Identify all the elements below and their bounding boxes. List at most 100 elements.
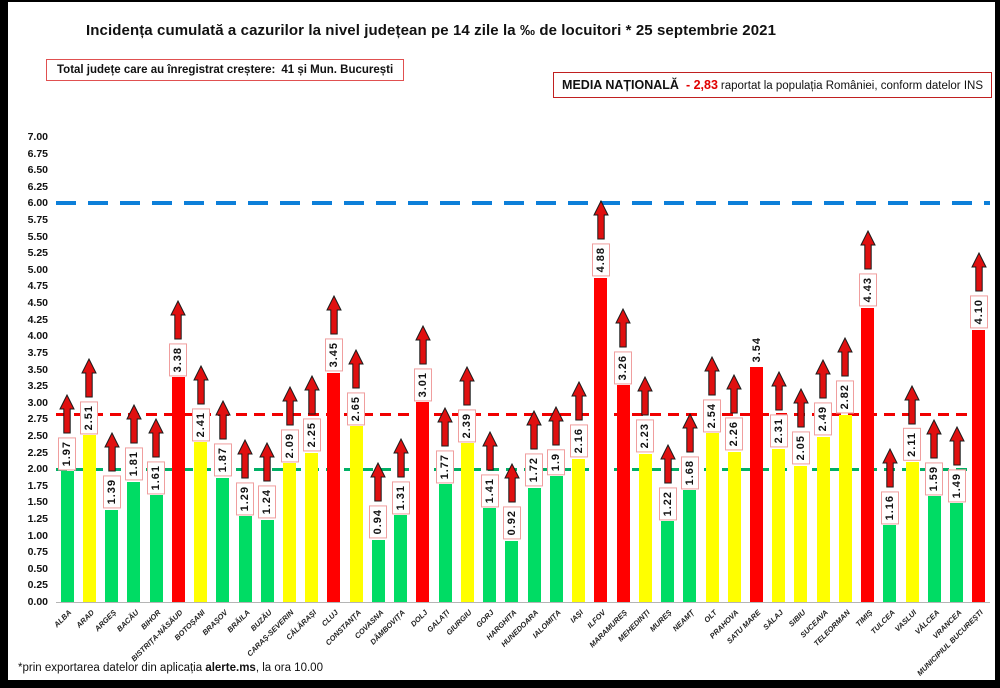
- value-label-timis: 4.43: [858, 273, 877, 307]
- total-counties-box: Total județe care au înregistrat creșter…: [46, 59, 405, 81]
- bar-suceava: [816, 436, 830, 602]
- page-title: Incidența cumulată a cazurilor la nivel …: [86, 22, 777, 39]
- x-axis-label-salaj: SĂLAJ: [761, 608, 786, 632]
- bar-mures: [661, 520, 675, 602]
- trend-up-arrow-icon: [704, 355, 720, 396]
- annotation-dambovita: 1.31: [390, 437, 412, 514]
- bar-dambovita: [394, 514, 408, 602]
- trend-up-arrow-icon: [726, 374, 743, 414]
- x-axis-label-neamt: NEAMȚ: [670, 608, 697, 634]
- y-axis-tick-6.25: 6.25: [27, 180, 48, 193]
- trend-up-arrow-icon: [392, 437, 409, 478]
- trend-up-arrow-icon: [971, 252, 987, 292]
- y-axis-tick-4.50: 4.50: [27, 297, 48, 310]
- value-label-satu-mare: 3.54: [750, 337, 763, 363]
- plot-area: 1.97 2.51 1.39 1.81 1.61 3.38 2.41 1.87 1.29 1.24…: [56, 137, 990, 603]
- annotation-bistrita-nasaud: 3.38: [167, 300, 189, 377]
- value-label-municipiul-bucuresti: 4.10: [969, 295, 988, 329]
- trend-up-arrow-icon: [103, 432, 120, 472]
- bar-timis: [861, 307, 875, 602]
- national-average-line: [56, 412, 990, 416]
- annotation-suceava: 2.49: [812, 359, 834, 436]
- trend-up-arrow-icon: [637, 376, 654, 416]
- value-label-mehedinti: 2.23: [636, 419, 655, 453]
- annotation-constanta: 2.65: [345, 348, 367, 425]
- bar-buzau: [260, 519, 274, 602]
- value-label-bihor: 1.61: [147, 460, 166, 495]
- x-axis-label-arges: ARGEȘ: [92, 608, 118, 634]
- y-axis-tick-0.25: 0.25: [27, 579, 48, 592]
- y-axis-tick-4.00: 4.00: [27, 330, 48, 343]
- footnote-suffix: , la ora 10.00: [255, 662, 323, 674]
- value-label-brasov: 1.87: [213, 443, 232, 477]
- total-counties-label: Total județe care au înregistrat creșter…: [57, 64, 276, 76]
- trend-up-arrow-icon: [148, 417, 164, 458]
- trend-up-arrow-icon: [326, 295, 342, 335]
- annotation-prahova: 2.26: [723, 374, 745, 451]
- bar-arad: [82, 435, 96, 602]
- y-axis-tick-1.75: 1.75: [27, 479, 48, 492]
- trend-up-arrow-icon: [904, 385, 920, 425]
- y-axis-tick-6.00: 6.00: [27, 197, 48, 210]
- annotation-mehedinti: 2.23: [634, 376, 656, 453]
- value-label-olt: 2.54: [703, 398, 722, 433]
- trend-up-arrow-icon: [570, 381, 587, 421]
- incidence-threshold-line: [56, 467, 990, 471]
- annotation-valcea: 1.59: [923, 418, 945, 496]
- bar-harghita: [505, 540, 519, 602]
- incidence-bar-chart: 7.00 6.75 6.50 6.25 6.00 5.75 5.50 5.25 5.00 4.75…: [12, 131, 992, 680]
- trend-up-arrow-icon: [526, 410, 542, 450]
- trend-up-arrow-icon: [926, 418, 943, 459]
- value-label-tulcea: 1.16: [880, 490, 899, 524]
- annotation-arges: 1.39: [101, 432, 123, 509]
- trend-up-arrow-icon: [348, 348, 365, 389]
- y-axis-tick-0.50: 0.50: [27, 562, 48, 575]
- value-label-vrancea: 1.49: [947, 468, 966, 503]
- value-label-teleorman: 2.82: [836, 380, 855, 414]
- annotation-cluj: 3.45: [323, 295, 345, 372]
- bar-bihor: [149, 495, 163, 602]
- bar-salaj: [772, 448, 786, 602]
- annotation-arad: 2.51: [78, 357, 100, 435]
- value-label-bistrita-nasaud: 3.38: [169, 343, 188, 377]
- y-axis-tick-5.00: 5.00: [27, 263, 48, 276]
- bar-cluj: [327, 372, 341, 602]
- y-axis-tick-6.50: 6.50: [27, 164, 48, 177]
- value-label-neamt: 1.68: [680, 455, 699, 490]
- y-axis-tick-0.75: 0.75: [27, 546, 48, 559]
- bar-municipiul-bucuresti: [972, 329, 986, 602]
- value-label-vaslui: 2.11: [903, 428, 922, 461]
- bar-gorj: [483, 508, 497, 602]
- value-label-ilfov: 4.88: [591, 243, 610, 277]
- trend-up-arrow-icon: [459, 365, 476, 406]
- bar-giurgiu: [460, 443, 474, 602]
- trend-up-arrow-icon: [214, 400, 231, 440]
- value-label-harghita: 0.92: [502, 506, 521, 540]
- annotation-maramures: 3.26: [612, 308, 634, 385]
- trend-up-arrow-icon: [281, 385, 298, 426]
- x-axis-label-mures: MUREȘ: [648, 608, 674, 634]
- bar-botosani: [194, 441, 208, 602]
- value-label-braila: 1.29: [236, 481, 255, 516]
- bar-vrancea: [950, 503, 964, 602]
- y-axis-tick-6.75: 6.75: [27, 147, 48, 160]
- trend-up-arrow-icon: [948, 425, 965, 466]
- trend-up-arrow-icon: [615, 308, 631, 348]
- national-average-label: MEDIA NAȚIONALĂ: [562, 78, 679, 92]
- annotation-vrancea: 1.49: [946, 425, 968, 503]
- annotation-timis: 4.43: [857, 230, 879, 307]
- national-average-box: MEDIA NAȚIONALĂ - 2,83 raportat la populaț…: [553, 72, 992, 98]
- bar-braila: [238, 516, 252, 602]
- annotation-caras-severin: 2.09: [279, 385, 301, 463]
- annotation-gorj: 1.41: [479, 430, 501, 508]
- value-label-galati: 1.77: [436, 450, 455, 484]
- annotation-buzau: 1.24: [256, 442, 278, 519]
- footnote-app-name: alerte.ms: [205, 662, 256, 674]
- value-label-mures: 1.22: [658, 486, 677, 520]
- trend-up-arrow-icon: [415, 324, 431, 365]
- annotation-braila: 1.29: [234, 438, 256, 516]
- annotation-olt: 2.54: [701, 355, 723, 433]
- annotation-calarasi: 2.25: [301, 375, 323, 452]
- bar-prahova: [727, 451, 741, 602]
